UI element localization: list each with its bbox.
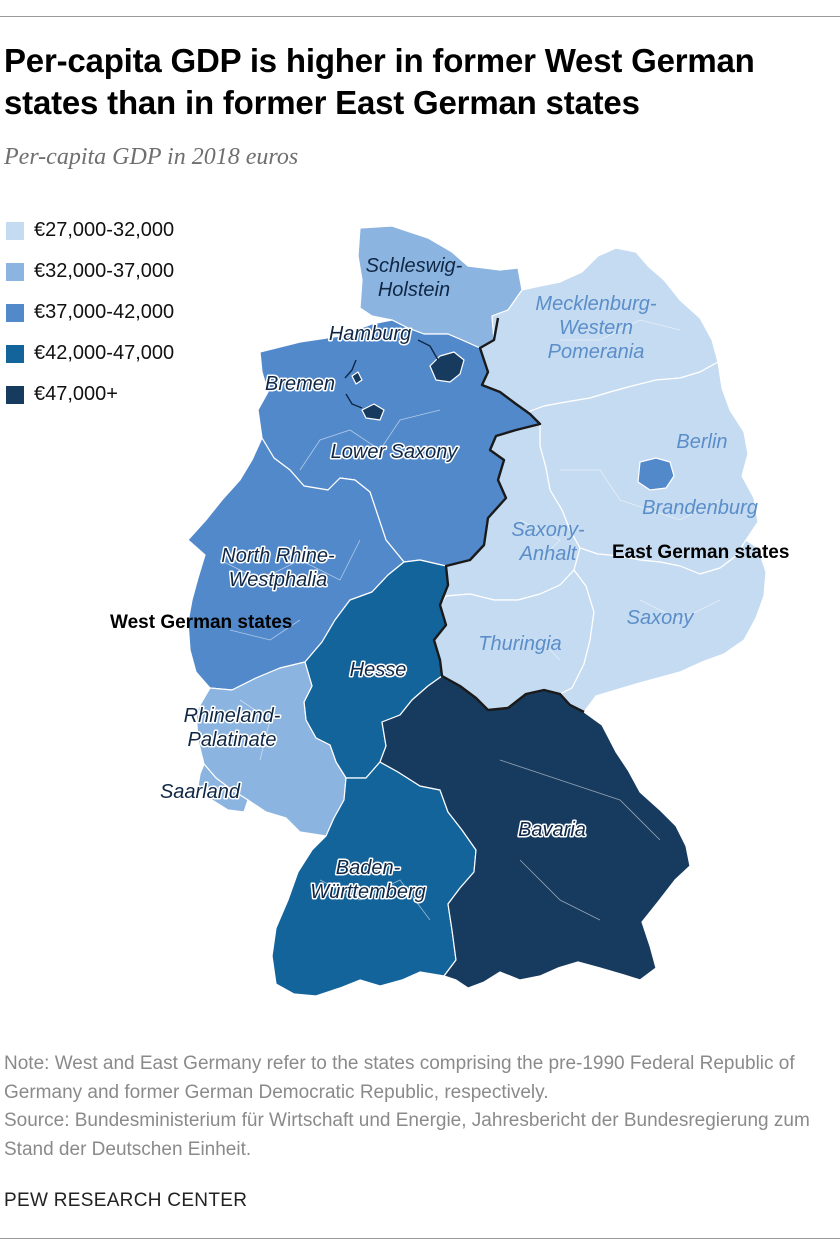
legend-item: €27,000-32,000 [6,210,174,251]
state-label-line: Hamburg [329,323,411,345]
state-label-line: Baden- [336,857,401,879]
west-german-states-label: West German states [110,612,292,633]
state-label-line: Thuringia [478,633,561,655]
top-rule [0,16,840,17]
state-label-line: Saarland [160,781,241,803]
state-label-bremen: Bremen [265,373,335,395]
state-label-line: Rhineland- [184,705,281,727]
state-label-line: Westphalia [229,569,328,591]
state-shape-berlin [637,457,675,491]
state-label-line: Mecklenburg- [535,293,657,315]
state-label-baden-wurttemberg: Baden-Württemberg [310,857,426,903]
state-label-line: Palatinate [188,729,277,751]
state-label-line: Holstein [378,279,450,301]
state-labels: Schleswig-Holstein Hamburg Bremen Lower Sax… [158,255,758,905]
legend-label: €32,000-37,000 [34,260,175,282]
legend-label: €37,000-42,000 [34,301,175,323]
notes: Note: West and East Germany refer to the… [4,1050,834,1164]
pew-research-center-credit: PEW RESEARCH CENTER [4,1190,248,1211]
state-label-line: Hesse [350,659,407,681]
bremen-leader-line [345,393,363,409]
note-text: Note: West and East Germany refer to the… [4,1053,795,1103]
chart-subtitle: Per-capita GDP in 2018 euros [4,144,299,170]
state-label-line: Bavaria [518,819,586,841]
bottom-rule [0,1238,840,1239]
legend-swatch [6,221,24,240]
source-text: Source: Bundesministerium für Wirtschaft… [4,1110,810,1160]
state-label-line: Anhalt [519,543,578,565]
legend-item: €37,000-42,000 [6,292,174,333]
state-label-line: Berlin [676,431,727,453]
state-label-saxony: Saxony [627,607,695,629]
state-label-berlin: Berlin [676,431,727,453]
state-label-line: North Rhine- [221,545,335,567]
legend-swatch [6,303,24,322]
state-label-thuringia: Thuringia [478,633,561,655]
state-shape-bremen [361,403,385,421]
state-label-brandenburg: Brandenburg [642,497,758,519]
state-label-saxony-anhalt: Saxony-Anhalt [511,519,585,565]
state-label-line: Pomerania [548,341,645,363]
state-label-mecklenburg-western-pomerania: Mecklenburg-Western Pomerania [535,293,657,363]
legend-label: €47,000+ [34,383,118,405]
state-label-line: Brandenburg [642,497,758,519]
east-west-border-line [432,317,585,714]
state-shape-bremerhaven [351,371,363,385]
state-shape-saxony [559,539,767,713]
legend-swatch [6,385,24,404]
state-shape-saarland [197,763,249,813]
chart-title: Per-capita GDP is higher in former West … [4,42,755,121]
state-label-line: Lower Saxony [331,441,459,463]
bremerhaven-leader-line [344,359,357,379]
state-label-line: Württemberg [310,881,426,903]
legend: €27,000-32,000 €32,000-37,000 €37,000-42,0… [6,210,174,415]
state-label-north-rhine-westphalia: North Rhine-Westphalia [221,545,335,591]
legend-item: €42,000-47,000 [6,333,174,374]
legend-label: €42,000-47,000 [34,342,175,364]
hamburg-leader-line [417,339,439,361]
legend-label: €27,000-32,000 [34,219,175,241]
state-label-line: Bremen [265,373,335,395]
state-label-line: Saxony [627,607,695,629]
state-label-line: Schleswig- [366,255,463,277]
state-label-line: Western [559,317,633,339]
legend-item: €32,000-37,000 [6,251,174,292]
state-label-bavaria: Bavaria [518,819,586,841]
state-label-hamburg: Hamburg [329,323,411,345]
district-lines [219,319,721,921]
legend-swatch [6,262,24,281]
legend-item: €47,000+ [6,374,174,415]
east-german-states-label: East German states [612,542,789,563]
state-label-saarland: Saarland [160,781,241,803]
state-label-hesse: Hesse [350,659,407,681]
state-label-line: Saxony- [511,519,585,541]
state-label-rhineland-palatinate: Rhineland-Palatinate [184,705,281,751]
state-label-schleswig-holstein: Schleswig-Holstein [366,255,463,301]
state-label-lower-saxony: Lower Saxony [331,441,459,463]
germany-map: Schleswig-Holstein Hamburg Bremen Lower Sax… [110,225,789,997]
legend-swatch [6,344,24,363]
